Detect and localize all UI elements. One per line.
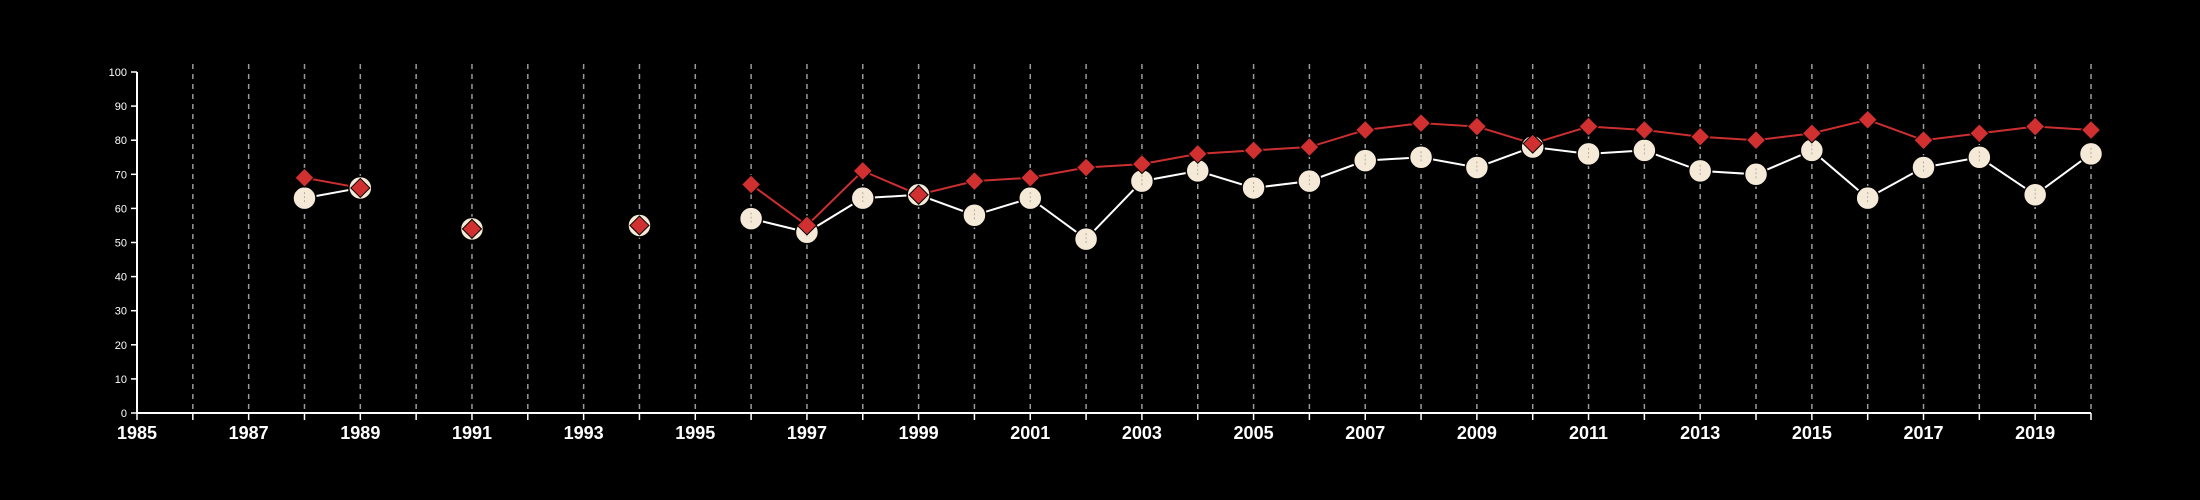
- series-2-point: [1075, 157, 1097, 178]
- x-tick-label: 2007: [1345, 423, 1385, 443]
- series-2-point: [1131, 153, 1153, 175]
- series-2-point: [1857, 109, 1878, 130]
- series-2-point: [1634, 119, 1655, 141]
- x-tick-label: 2013: [1680, 423, 1720, 443]
- series-2-point: [629, 215, 650, 236]
- series-2-point: [1522, 133, 1543, 154]
- series-2-point: [740, 174, 762, 195]
- series-2-point: [908, 184, 929, 205]
- series-2-point: [964, 170, 985, 192]
- series-2-point: [1355, 119, 1376, 141]
- y-tick-label: 60: [115, 203, 127, 215]
- x-tick-label: 2001: [1010, 423, 1050, 443]
- y-tick-label: 20: [115, 340, 127, 352]
- series-2-point: [1187, 143, 1208, 165]
- series-2-point: [1689, 126, 1711, 147]
- series-2-point: [461, 218, 483, 240]
- x-tick-label: 2011: [1569, 423, 1608, 443]
- y-tick-label: 50: [115, 238, 127, 250]
- series-2-point: [350, 177, 371, 199]
- x-tick-label: 1991: [452, 423, 492, 443]
- x-tick-label: 1997: [787, 423, 827, 443]
- series-2-point: [1578, 116, 1599, 137]
- y-tick-label: 0: [121, 408, 127, 420]
- series-2-point: [1243, 140, 1264, 161]
- x-tick-label: 2003: [1122, 423, 1162, 443]
- y-tick-label: 30: [115, 306, 127, 318]
- series-2-point: [1466, 116, 1488, 137]
- series-2-point: [2080, 119, 2102, 141]
- x-tick-label: 1985: [117, 423, 157, 443]
- y-tick-label: 10: [115, 374, 127, 386]
- x-tick-label: 2019: [2015, 423, 2055, 443]
- x-tick-label: 2015: [1792, 423, 1832, 443]
- series-markers: [292, 109, 2104, 252]
- series-2-point: [852, 160, 873, 182]
- series-2-point: [2024, 116, 2046, 137]
- x-tick-label: 1993: [564, 423, 604, 443]
- series-2-point: [1801, 123, 1823, 144]
- series-2-point: [1913, 129, 1934, 151]
- series-2-point: [1299, 136, 1320, 158]
- series-2-point: [1410, 112, 1432, 134]
- y-tick-label: 100: [109, 67, 127, 79]
- series-2-point: [294, 167, 315, 188]
- x-tick-label: 1989: [340, 423, 380, 443]
- x-tick-label: 2005: [1234, 423, 1274, 443]
- y-tick-label: 90: [115, 101, 127, 113]
- series-2-point: [1745, 129, 1767, 151]
- series-2-point: [1020, 167, 1041, 188]
- x-tick-label: 2017: [1903, 423, 1943, 443]
- x-tick-label: 1995: [675, 423, 715, 443]
- series-2-point: [796, 215, 818, 236]
- x-tick-label: 1987: [229, 423, 269, 443]
- series-2-point: [1969, 123, 1990, 144]
- y-tick-label: 40: [115, 272, 127, 284]
- axis-layer: 0 10 20 30 40 50 60 70 80 90 100 1985 1987 1989 1991 19…: [109, 67, 2092, 443]
- x-tick-label: 2009: [1457, 423, 1497, 443]
- x-tick-label: 1999: [899, 423, 939, 443]
- y-tick-label: 80: [115, 135, 127, 147]
- grid-layer: [192, 64, 2092, 413]
- y-tick-label: 70: [115, 169, 127, 181]
